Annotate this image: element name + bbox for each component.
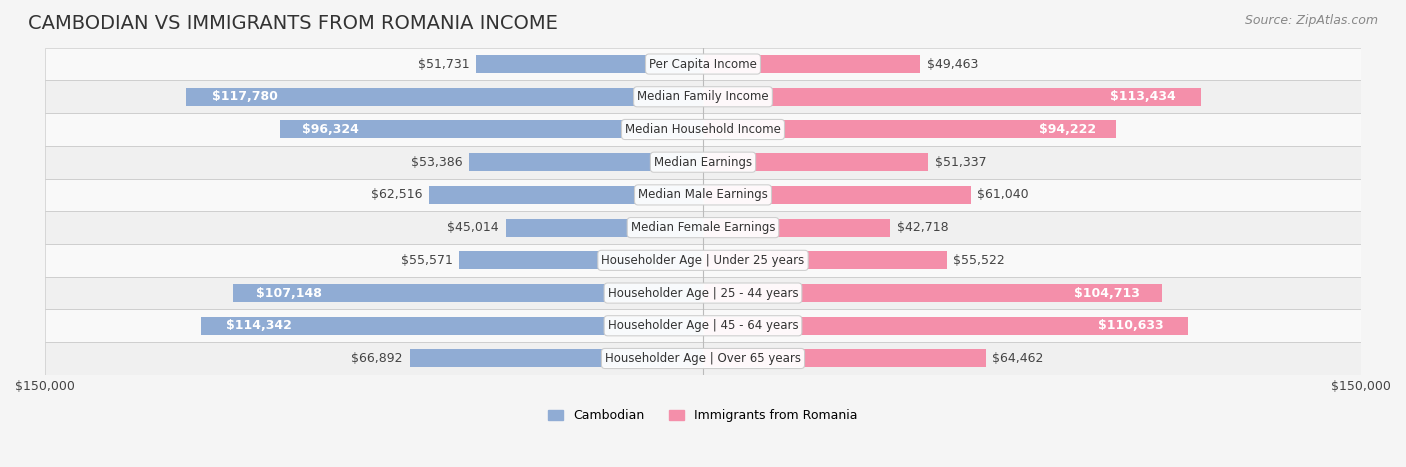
Legend: Cambodian, Immigrants from Romania: Cambodian, Immigrants from Romania <box>543 404 863 427</box>
Bar <box>45 342 1361 375</box>
Text: Householder Age | 25 - 44 years: Householder Age | 25 - 44 years <box>607 287 799 299</box>
Bar <box>703 120 1116 139</box>
Bar <box>477 55 703 73</box>
Bar <box>703 317 1188 335</box>
Bar <box>703 153 928 171</box>
Bar <box>201 317 703 335</box>
Bar <box>460 251 703 269</box>
Bar <box>506 219 703 237</box>
Bar <box>703 219 890 237</box>
Text: Median Male Earnings: Median Male Earnings <box>638 188 768 201</box>
Text: Source: ZipAtlas.com: Source: ZipAtlas.com <box>1244 14 1378 27</box>
Text: $51,337: $51,337 <box>935 156 987 169</box>
Bar <box>45 48 1361 80</box>
Bar <box>45 244 1361 277</box>
Text: $113,434: $113,434 <box>1109 90 1175 103</box>
Bar <box>45 178 1361 211</box>
Bar <box>468 153 703 171</box>
Bar <box>45 310 1361 342</box>
Bar <box>45 146 1361 178</box>
Bar <box>409 349 703 368</box>
Bar <box>45 48 1361 80</box>
Bar <box>45 178 1361 211</box>
Text: $64,462: $64,462 <box>993 352 1043 365</box>
Text: CAMBODIAN VS IMMIGRANTS FROM ROMANIA INCOME: CAMBODIAN VS IMMIGRANTS FROM ROMANIA INC… <box>28 14 558 33</box>
Bar <box>703 349 986 368</box>
Text: $53,386: $53,386 <box>411 156 463 169</box>
Text: $62,516: $62,516 <box>371 188 422 201</box>
Text: $117,780: $117,780 <box>212 90 278 103</box>
Bar <box>45 211 1361 244</box>
Text: Householder Age | 45 - 64 years: Householder Age | 45 - 64 years <box>607 319 799 333</box>
Bar <box>186 88 703 106</box>
Text: $42,718: $42,718 <box>897 221 949 234</box>
Bar <box>703 251 946 269</box>
Text: Median Female Earnings: Median Female Earnings <box>631 221 775 234</box>
Bar <box>45 310 1361 342</box>
Text: $55,522: $55,522 <box>953 254 1005 267</box>
Text: $66,892: $66,892 <box>352 352 404 365</box>
Text: $55,571: $55,571 <box>401 254 453 267</box>
Bar <box>45 113 1361 146</box>
Text: Per Capita Income: Per Capita Income <box>650 57 756 71</box>
Text: $96,324: $96,324 <box>301 123 359 136</box>
Bar <box>45 211 1361 244</box>
Text: $49,463: $49,463 <box>927 57 979 71</box>
Text: $107,148: $107,148 <box>256 287 322 299</box>
Text: $45,014: $45,014 <box>447 221 499 234</box>
Text: Householder Age | Under 25 years: Householder Age | Under 25 years <box>602 254 804 267</box>
Text: $110,633: $110,633 <box>1098 319 1164 333</box>
Bar <box>703 186 970 204</box>
Bar <box>703 55 920 73</box>
Text: Median Earnings: Median Earnings <box>654 156 752 169</box>
Bar <box>280 120 703 139</box>
Bar <box>45 113 1361 146</box>
Text: $61,040: $61,040 <box>977 188 1029 201</box>
Text: $104,713: $104,713 <box>1074 287 1139 299</box>
Text: $94,222: $94,222 <box>1039 123 1095 136</box>
Bar <box>45 277 1361 310</box>
Bar <box>45 146 1361 178</box>
Bar <box>45 277 1361 310</box>
Bar <box>703 88 1201 106</box>
Bar <box>45 244 1361 277</box>
Bar <box>429 186 703 204</box>
Bar <box>45 342 1361 375</box>
Bar <box>45 80 1361 113</box>
Text: Householder Age | Over 65 years: Householder Age | Over 65 years <box>605 352 801 365</box>
Text: $51,731: $51,731 <box>418 57 470 71</box>
Text: $114,342: $114,342 <box>226 319 292 333</box>
Bar <box>45 80 1361 113</box>
Text: Median Household Income: Median Household Income <box>626 123 780 136</box>
Bar <box>703 284 1163 302</box>
Text: Median Family Income: Median Family Income <box>637 90 769 103</box>
Bar <box>233 284 703 302</box>
